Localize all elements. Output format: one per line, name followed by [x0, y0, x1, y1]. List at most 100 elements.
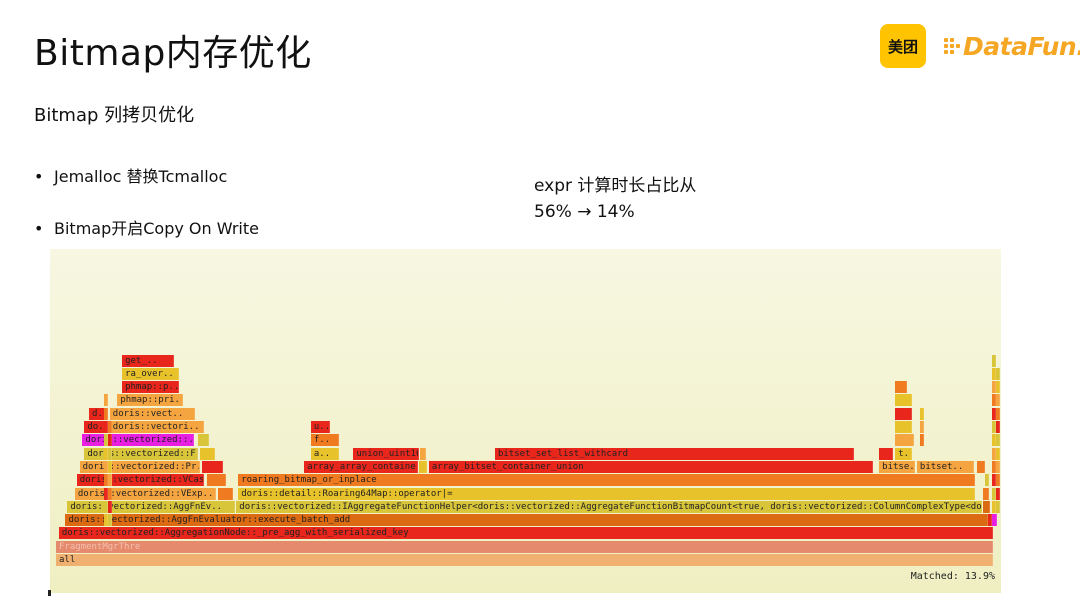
flame-frame[interactable]: doris::detail::Roaring64Map::operator|=	[238, 487, 975, 500]
flame-frame[interactable]: bitse..	[879, 460, 916, 473]
meituan-logo: 美团	[880, 24, 926, 68]
flame-frame[interactable]	[983, 487, 989, 500]
expr-line-2: 56% → 14%	[534, 202, 635, 222]
expr-line-1: expr 计算时长占比从	[534, 176, 697, 196]
flame-frame[interactable]: doris::vectorized::AggFnEv..	[67, 500, 236, 513]
flame-frame[interactable]	[992, 381, 997, 394]
flame-frame[interactable]	[104, 487, 109, 500]
flame-frame[interactable]: u..	[310, 421, 330, 433]
flame-frame[interactable]	[987, 514, 993, 527]
flame-frame[interactable]	[919, 434, 924, 447]
flame-frame[interactable]	[107, 500, 112, 513]
flame-frame[interactable]: doris::vectorized::IAggregateFunctionHel…	[236, 500, 983, 513]
flame-frame[interactable]	[107, 434, 112, 447]
flame-frame[interactable]: union_uint16	[353, 447, 420, 460]
flame-frame[interactable]: all	[56, 554, 994, 566]
flame-frame[interactable]: FragmentMgrThre	[56, 540, 994, 553]
flame-frame[interactable]	[104, 434, 109, 447]
flame-frame[interactable]: bitset..	[916, 460, 974, 473]
flame-frame[interactable]: array_bitset_container_union	[428, 460, 873, 473]
flame-frame[interactable]	[983, 500, 990, 513]
flame-frame[interactable]: doris::vectorized::..	[82, 434, 194, 447]
flame-frame[interactable]	[992, 460, 997, 473]
flame-frame[interactable]	[977, 460, 985, 473]
flame-frame[interactable]	[104, 447, 109, 460]
flame-frame[interactable]: bitset_set_list_withcard	[494, 447, 854, 460]
flame-frame[interactable]: phmap::p..	[122, 381, 179, 394]
flame-frame[interactable]	[996, 407, 1001, 420]
datafun-dots-icon	[944, 35, 960, 57]
flame-frame[interactable]	[107, 474, 112, 487]
bullet-text: Jemalloc 替换Tcmalloc	[54, 167, 228, 186]
flame-frame[interactable]	[996, 367, 1001, 380]
flame-frame[interactable]	[202, 460, 224, 473]
flame-frame[interactable]: ra_over..	[122, 367, 179, 380]
flame-frame[interactable]: phmap::pri..	[117, 394, 184, 407]
flame-frame[interactable]	[992, 474, 997, 487]
flame-frame[interactable]: array_array_containe..	[304, 460, 418, 473]
flame-frame[interactable]	[996, 474, 1001, 487]
flame-frame[interactable]	[996, 487, 1001, 500]
flame-frame[interactable]: doris::vectorized::F..	[84, 447, 198, 460]
flame-frame[interactable]: doris::vectorized::AggregationNode::_pre…	[58, 527, 994, 540]
flame-frame[interactable]	[992, 434, 997, 447]
flame-frame[interactable]	[996, 421, 1001, 433]
flame-frame[interactable]: doris::vect..	[109, 407, 195, 420]
flame-frame[interactable]	[895, 381, 907, 394]
flame-frame[interactable]: doris::vectori..	[109, 421, 205, 433]
flame-frame[interactable]	[992, 447, 997, 460]
flame-frame[interactable]	[996, 500, 1001, 513]
bullet-dot: •	[34, 219, 44, 238]
flame-frame[interactable]	[104, 394, 109, 407]
flame-frame[interactable]	[919, 407, 924, 420]
flame-frame[interactable]	[895, 421, 913, 433]
flame-frame[interactable]	[895, 394, 913, 407]
flame-frame[interactable]	[218, 487, 233, 500]
flame-frame[interactable]	[107, 421, 112, 433]
flame-frame[interactable]	[996, 447, 1001, 460]
flame-frame[interactable]: f..	[310, 434, 340, 447]
flame-frame[interactable]	[996, 381, 1001, 394]
flame-frame[interactable]	[919, 421, 924, 433]
flame-frame[interactable]	[992, 394, 997, 407]
flame-frame[interactable]	[992, 367, 997, 380]
flame-frame[interactable]	[992, 354, 997, 367]
flame-frame[interactable]	[996, 394, 1001, 407]
flamegraph[interactable]: Matched: 13.9% all FragmentMgrThre doris::…	[50, 249, 1001, 593]
flame-frame[interactable]	[992, 514, 998, 527]
flame-frame[interactable]: doris::vectorized::VCas..	[76, 474, 205, 487]
flame-frame[interactable]	[107, 447, 112, 460]
flame-frame[interactable]	[992, 500, 997, 513]
matched-label: Matched: 13.9%	[910, 571, 995, 582]
flame-frame[interactable]	[895, 407, 913, 420]
flame-frame[interactable]	[419, 460, 427, 473]
flame-frame[interactable]	[104, 460, 109, 473]
flame-frame[interactable]	[895, 434, 915, 447]
flame-frame[interactable]	[420, 447, 427, 460]
flame-frame[interactable]: doris::vectorized::AggFnEvaluator::execu…	[65, 514, 988, 527]
flame-frame[interactable]	[104, 407, 109, 420]
flame-frame[interactable]: roaring_bitmap_or_inplace	[238, 474, 975, 487]
flame-frame[interactable]	[104, 500, 109, 513]
flame-frame[interactable]	[104, 474, 109, 487]
flame-frame[interactable]	[992, 407, 997, 420]
flame-frame[interactable]	[996, 460, 1001, 473]
flame-frame[interactable]: t..	[895, 447, 913, 460]
flame-frame[interactable]	[107, 460, 112, 473]
flame-frame[interactable]	[207, 474, 226, 487]
flame-frame[interactable]	[107, 487, 112, 500]
flame-frame[interactable]	[200, 447, 215, 460]
flame-frame[interactable]	[197, 434, 209, 447]
flame-frame[interactable]	[104, 421, 109, 433]
flame-frame[interactable]	[107, 514, 112, 527]
flame-frame[interactable]: get_..	[122, 354, 174, 367]
flame-frame[interactable]	[996, 434, 1001, 447]
flame-frame[interactable]	[992, 421, 997, 433]
flame-frame[interactable]	[992, 487, 997, 500]
flame-frame[interactable]: a..	[310, 447, 340, 460]
flame-frame[interactable]: doris::vectorized::Pr..	[79, 460, 201, 473]
flame-frame[interactable]: doris::vectorized::VExp..	[74, 487, 217, 500]
flame-frame[interactable]	[104, 514, 109, 527]
flame-frame[interactable]	[879, 447, 894, 460]
flame-frame[interactable]	[984, 474, 989, 487]
